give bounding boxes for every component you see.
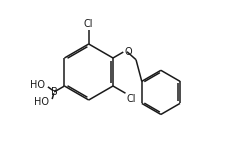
- Text: Cl: Cl: [84, 19, 93, 29]
- Text: O: O: [125, 47, 132, 57]
- Text: HO: HO: [30, 80, 45, 90]
- Text: Cl: Cl: [126, 94, 136, 104]
- Text: B: B: [51, 87, 58, 97]
- Text: HO: HO: [34, 97, 49, 107]
